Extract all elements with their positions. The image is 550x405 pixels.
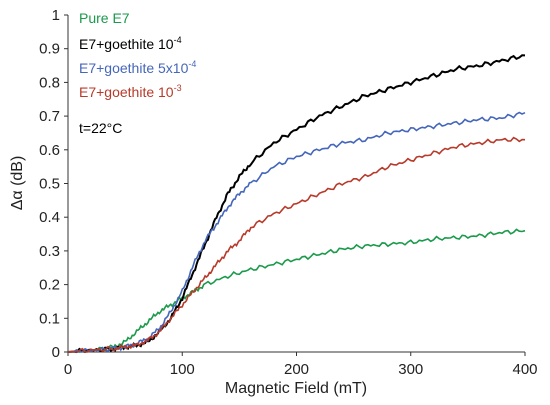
y-tick-label: 0.7 <box>39 108 60 125</box>
legend-entry-1: E7+goethite 10-4 <box>79 35 182 52</box>
y-tick-label: 0.1 <box>39 310 60 327</box>
legend-label: E7+goethite 5x10 <box>79 60 189 76</box>
y-tick-label: 0.9 <box>39 41 60 58</box>
x-ticks: 0 100 200 300 400 <box>64 352 538 378</box>
y-tick-label: 0.3 <box>39 243 60 260</box>
legend-label-superscript: -4 <box>188 59 196 69</box>
legend-label: E7+goethite 10 <box>79 36 174 52</box>
x-tick-label: 300 <box>398 361 423 378</box>
x-tick-label: 400 <box>512 361 537 378</box>
x-tick-label: 0 <box>64 361 72 378</box>
legend-label: E7+goethite 10 <box>79 84 174 100</box>
legend-entry-2: E7+goethite 5x10-4 <box>79 59 196 76</box>
plot-area: 0 0.1 0.2 0.3 0.4 0.5 0.6 0.7 0.8 0.9 1 0 100 200 300… <box>39 7 537 378</box>
series-line-2 <box>67 111 526 353</box>
y-axis-title: Δα (dB) <box>9 156 26 211</box>
y-tick-label: 0.5 <box>39 176 60 193</box>
legend-label-superscript: -4 <box>174 35 182 45</box>
legend-label: Pure E7 <box>79 10 130 26</box>
y-tick-label: 0.6 <box>39 142 60 159</box>
legend-label-superscript: -3 <box>174 83 182 93</box>
y-tick-label: 0.8 <box>39 74 60 91</box>
series-lines <box>67 54 526 354</box>
temperature-annotation: t=22°C <box>79 120 122 136</box>
legend-entry-0: Pure E7 <box>79 10 130 26</box>
x-tick-label: 200 <box>284 361 309 378</box>
series-line-1 <box>67 54 526 354</box>
y-tick-label: 0.4 <box>39 209 60 226</box>
y-ticks: 0 0.1 0.2 0.3 0.4 0.5 0.6 0.7 0.8 0.9 1 <box>39 7 68 361</box>
x-tick-label: 100 <box>170 361 195 378</box>
series-line-3 <box>67 136 526 353</box>
y-tick-label: 1 <box>52 7 60 24</box>
legend-entry-3: E7+goethite 10-3 <box>79 83 182 100</box>
y-tick-label: 0.2 <box>39 277 60 294</box>
x-axis-title: Magnetic Field (mT) <box>225 380 367 397</box>
series-line-0 <box>67 228 526 353</box>
y-tick-label: 0 <box>52 344 60 361</box>
